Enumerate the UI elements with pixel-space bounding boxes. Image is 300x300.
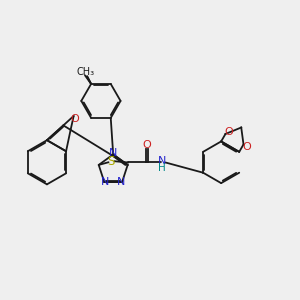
Text: O: O xyxy=(142,140,151,150)
Text: O: O xyxy=(242,142,251,152)
Text: N: N xyxy=(158,156,166,166)
Text: O: O xyxy=(70,114,79,124)
Text: S: S xyxy=(107,155,115,168)
Text: N: N xyxy=(101,177,110,187)
Text: N: N xyxy=(117,177,125,187)
Text: CH₃: CH₃ xyxy=(76,67,95,76)
Text: H: H xyxy=(158,163,166,173)
Text: N: N xyxy=(109,148,117,158)
Text: O: O xyxy=(224,127,233,136)
